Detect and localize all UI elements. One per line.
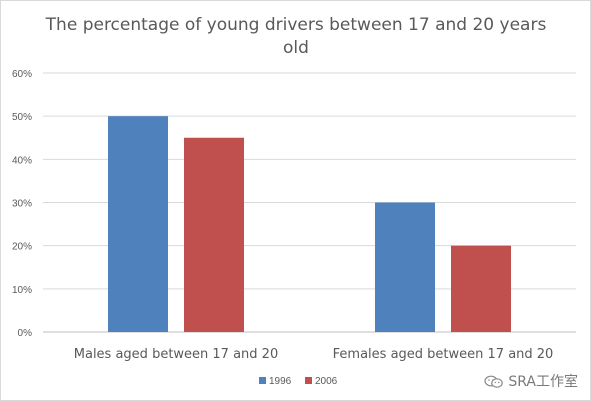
category-label-1: Females aged between 17 and 20 <box>333 347 554 362</box>
category-label-0: Males aged between 17 and 20 <box>74 347 278 362</box>
y-tick-label: 20% <box>12 242 32 253</box>
y-tick-label: 60% <box>12 69 32 80</box>
chart-title-line-1: The percentage of young drivers between … <box>45 15 547 35</box>
bar-1996-females <box>375 202 435 332</box>
bar-2006-males <box>184 137 244 332</box>
bars <box>108 116 511 333</box>
bar-2006-females <box>451 245 511 332</box>
legend-label-1996: 1996 <box>269 376 292 387</box>
legend-label-2006: 2006 <box>315 376 338 387</box>
y-tick-label: 10% <box>12 285 32 296</box>
axis-labels: 0% 10% 20% 30% 40% 50% 60% <box>12 69 32 339</box>
y-tick-label: 30% <box>12 199 32 210</box>
legend: 1996 2006 <box>259 376 338 387</box>
category-labels: Males aged between 17 and 20 Females aged… <box>74 347 554 362</box>
y-tick-label: 0% <box>18 328 33 339</box>
legend-swatch-2006 <box>305 377 312 384</box>
watermark-label: SRA工作室 <box>508 374 578 390</box>
bar-1996-males <box>108 116 168 333</box>
chart-title-line-2: old <box>283 38 309 58</box>
y-tick-label: 50% <box>12 112 32 123</box>
legend-swatch-1996 <box>259 377 266 384</box>
y-tick-label: 40% <box>12 155 32 166</box>
wechat-icon <box>484 375 504 388</box>
watermark: SRA工作室 <box>484 375 578 389</box>
